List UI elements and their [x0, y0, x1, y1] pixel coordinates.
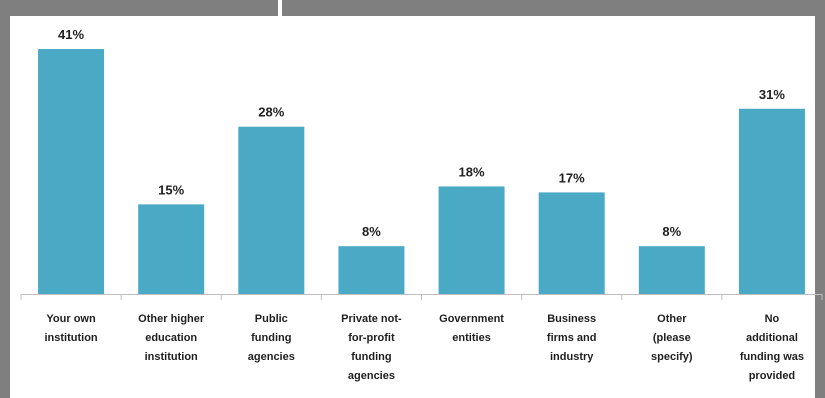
category-label-line: entities — [452, 332, 491, 344]
category-label: Other higher education institution — [138, 313, 205, 363]
bar — [438, 186, 505, 294]
category-label-line: Other — [657, 313, 687, 325]
bar — [338, 246, 405, 294]
category-label: Private not-for-profit funding agencies — [341, 313, 402, 382]
category-label-line: Other higher — [138, 313, 205, 325]
category-label-line: agencies — [348, 370, 395, 382]
category-label-line: Public — [255, 313, 288, 325]
bar — [138, 204, 205, 294]
category-label-line: for-profit — [348, 332, 395, 344]
category-label-line: institution — [145, 351, 198, 363]
category-label-line: firms and — [547, 332, 597, 344]
category-label-line: provided — [749, 370, 795, 382]
category-label-line: (please — [653, 332, 691, 344]
category-label-line: funding was — [740, 351, 804, 363]
bar — [638, 246, 705, 294]
category-label: Business firms and industry — [547, 313, 597, 363]
top-accent — [278, 0, 282, 16]
category-label-line: institution — [44, 332, 97, 344]
bar — [238, 126, 305, 295]
category-label-line: additional — [746, 332, 798, 344]
data-label: 8% — [362, 224, 381, 239]
data-label: 18% — [459, 164, 485, 179]
bar — [538, 192, 605, 294]
category-label-line: specify) — [651, 351, 693, 363]
data-label: 31% — [759, 87, 785, 102]
category-label-line: agencies — [248, 351, 295, 363]
category-label: Other (please specify) — [651, 313, 693, 363]
category-label: Government entities — [439, 313, 504, 344]
category-label-line: Private not- — [341, 313, 402, 325]
category-label-line: Business — [547, 313, 596, 325]
data-label: 41% — [58, 27, 84, 42]
data-label: 17% — [559, 170, 585, 185]
category-label-line: education — [145, 332, 197, 344]
category-label-line: funding — [251, 332, 291, 344]
category-label-line: No — [765, 313, 780, 325]
category-label-line: industry — [550, 351, 594, 363]
category-label: No additional funding was provided — [740, 313, 804, 382]
category-label: Public funding agencies — [248, 313, 295, 363]
data-label: 15% — [158, 182, 184, 197]
category-label-line: funding — [351, 351, 391, 363]
category-label-line: Government — [439, 313, 504, 325]
data-label: 8% — [662, 224, 681, 239]
category-label-line: Your own — [46, 313, 96, 325]
bar — [38, 49, 105, 294]
category-label: Your own institution — [44, 313, 97, 344]
bar — [738, 108, 805, 294]
data-label: 28% — [258, 105, 284, 120]
